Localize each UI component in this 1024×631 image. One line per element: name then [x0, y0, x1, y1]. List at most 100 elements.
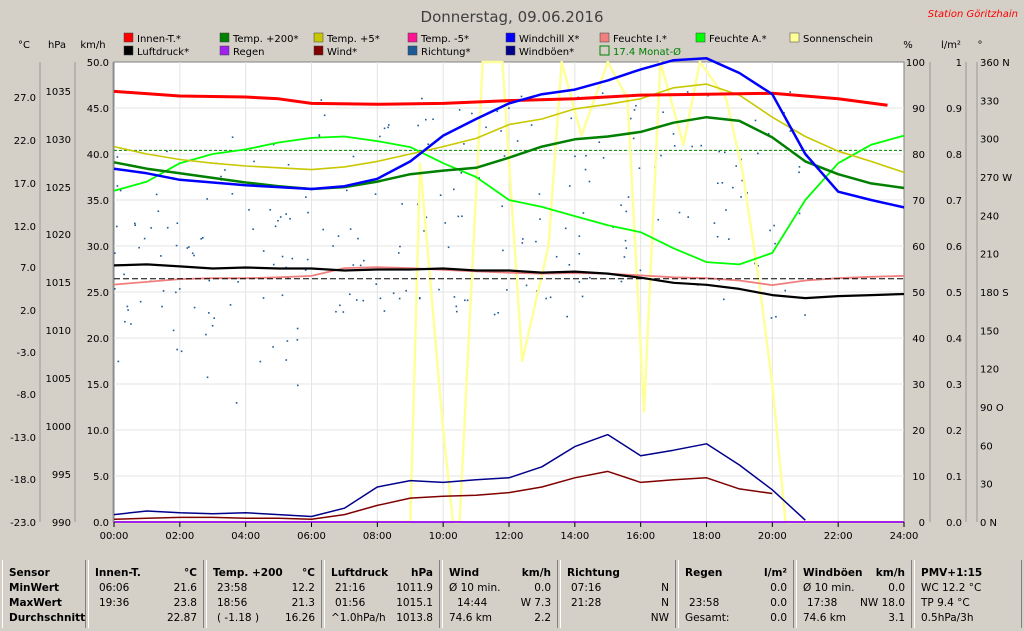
x-tick-label: 12:00 — [495, 531, 524, 542]
direction-point — [757, 152, 759, 155]
temp-tick-label: -8.0 — [16, 390, 36, 401]
direction-point — [237, 281, 239, 283]
legend-label: Luftdruck* — [137, 47, 189, 58]
pressure-tick-label: 995 — [52, 470, 71, 481]
temp-tick-label: 17.0 — [14, 179, 36, 190]
direction-point — [188, 246, 190, 248]
stats-luft-max-time: 01:56 — [335, 597, 366, 609]
direction-point — [235, 402, 238, 404]
legend-item: Windböen* — [505, 45, 574, 58]
direction-point — [423, 230, 425, 232]
direction-point — [457, 215, 460, 218]
legend-swatch — [407, 45, 418, 56]
direction-point — [508, 107, 510, 110]
direction-point — [539, 218, 541, 220]
direction-point — [296, 327, 299, 330]
direction-point — [767, 132, 770, 135]
pressure-tick-label: 1030 — [46, 135, 71, 146]
direction-point — [130, 323, 132, 325]
stats-sensor: Sensor MinWert MaxWert Durchschnitt — [2, 560, 86, 628]
direction-point — [119, 189, 122, 192]
stats-pmv-windchill: WC 12.2 °C — [921, 582, 982, 594]
direction-point — [155, 193, 158, 196]
rain-tick-label: 0.4 — [946, 334, 962, 345]
direction-point — [161, 305, 163, 308]
stats-temp-max-value: 21.3 — [291, 597, 315, 609]
stats-regen-unit: l/m² — [764, 567, 787, 579]
direction-point — [633, 109, 636, 111]
direction-point — [337, 235, 340, 237]
direction-point — [774, 242, 776, 245]
direction-point — [458, 109, 461, 111]
direction-point — [289, 217, 291, 220]
direction-point — [379, 297, 382, 300]
direction-point — [783, 112, 785, 114]
direction-point — [700, 144, 703, 147]
direction-point — [620, 280, 623, 283]
direction-point — [134, 222, 136, 225]
direction-point — [770, 317, 773, 319]
direction-point — [798, 166, 801, 168]
pressure-tick-label: 1005 — [46, 374, 71, 385]
direction-point — [578, 252, 581, 255]
direction-point — [162, 290, 165, 292]
direction-point — [397, 252, 400, 254]
direction-point — [662, 111, 664, 114]
legend-swatch — [219, 32, 230, 43]
direction-point — [585, 154, 587, 157]
direction-point — [287, 163, 290, 166]
stats-boeen-avg-value: 3.1 — [888, 612, 905, 624]
legend-label: Innen-T.* — [137, 34, 181, 45]
direction-point — [387, 124, 390, 126]
humidity-tick-label: 10 — [912, 472, 925, 483]
direction-point — [447, 246, 450, 249]
direction-point — [716, 235, 719, 238]
direction-point — [466, 299, 469, 302]
direction-point — [570, 117, 573, 120]
stats-boeen-avg-label: Ø 10 min. — [803, 582, 855, 594]
direction-point — [725, 209, 727, 211]
direction-point — [501, 205, 503, 208]
legend-swatch — [123, 45, 134, 56]
direction-point — [201, 237, 204, 239]
stats-luft-trend: ^1.0hPa/h — [331, 612, 386, 624]
direction-point — [588, 180, 591, 183]
legend-swatch — [695, 32, 706, 43]
stats-wind-header: Wind — [449, 567, 480, 579]
direction-tick-label: 90 O — [980, 403, 1004, 414]
direction-point — [625, 247, 628, 249]
direction-point — [124, 320, 126, 323]
stats-regen-total-label: Gesamt: — [685, 612, 730, 624]
direction-point — [418, 297, 421, 300]
direction-tick-label: 180 S — [980, 288, 1009, 299]
direction-point — [114, 252, 116, 254]
direction-point — [335, 310, 337, 313]
stats-wind-max-value: W 7.3 — [520, 597, 551, 609]
humidity-tick-label: 0 — [919, 518, 925, 529]
direction-point — [178, 288, 181, 290]
direction-point — [160, 255, 162, 257]
direction-point — [134, 224, 136, 226]
wind-tick-label: 25.0 — [87, 288, 109, 299]
direction-point — [176, 222, 179, 225]
legend-item: Temp. +5* — [313, 32, 380, 45]
direction-point — [627, 196, 630, 198]
stats-richtung-header: Richtung — [567, 567, 620, 579]
stats-boeen-max-time: 17:38 — [807, 597, 838, 609]
temp-tick-label: -3.0 — [16, 348, 36, 359]
direction-point — [740, 196, 742, 198]
direction-point — [208, 312, 210, 314]
direction-point — [272, 263, 275, 266]
axis-unit-label: l/m² — [941, 40, 961, 51]
stats-min-label: MinWert — [9, 582, 60, 594]
direction-point — [269, 208, 272, 211]
stats-luft-min-value: 1011.9 — [396, 582, 433, 594]
temp-tick-label: -13.0 — [10, 433, 36, 444]
direction-point — [568, 185, 571, 187]
direction-tick-label: 360 N — [980, 58, 1010, 69]
direction-point — [114, 288, 116, 290]
direction-point — [262, 250, 265, 252]
direction-point — [632, 137, 635, 140]
axis-unit-label: km/h — [80, 40, 105, 51]
direction-tick-label: 0 N — [980, 518, 997, 529]
